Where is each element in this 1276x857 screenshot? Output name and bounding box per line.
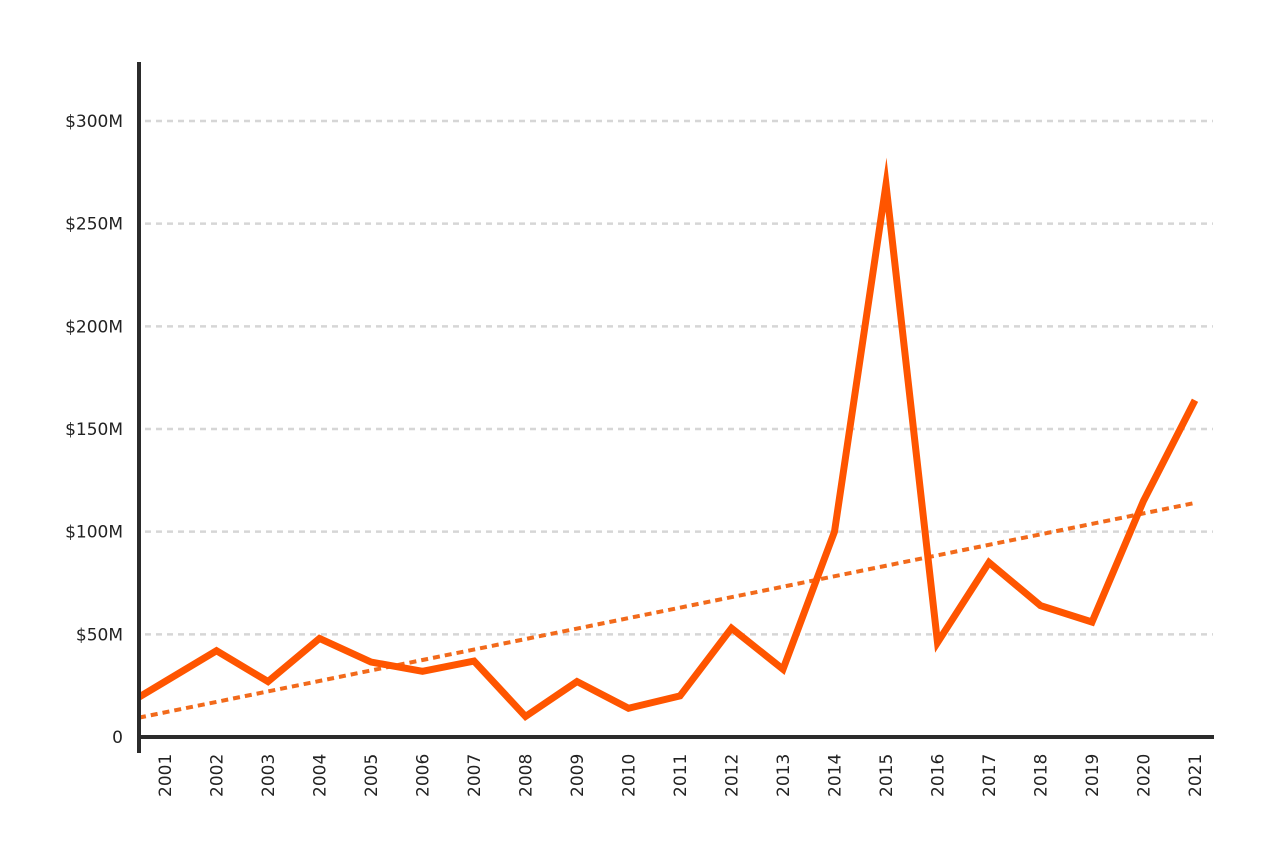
x-tick-label: 2019: [1083, 754, 1103, 797]
x-tick-label: 2001: [156, 754, 176, 797]
series-line: [137, 157, 1199, 722]
x-tick-label: 2015: [877, 754, 897, 797]
y-tick-label: $250M: [65, 215, 123, 235]
x-tick-label: 2009: [568, 754, 588, 797]
x-tick-label: 2004: [311, 754, 331, 797]
y-tick-label: 0: [112, 728, 123, 748]
y-tick-label: $100M: [65, 523, 123, 543]
x-tick-label: 2005: [362, 754, 382, 797]
x-tick-label: 2006: [414, 754, 434, 797]
x-tick-label: 2008: [517, 754, 537, 797]
trend-line: [138, 500, 1196, 720]
x-tick-label: 2002: [208, 754, 228, 797]
y-tick-label: $300M: [65, 112, 123, 132]
x-tick-label: 2011: [671, 754, 691, 797]
x-tick-label: 2018: [1032, 754, 1052, 797]
x-tick-label: 2010: [620, 754, 640, 797]
y-tick-label: $200M: [65, 317, 123, 337]
x-tick-label: 2020: [1135, 754, 1155, 797]
x-tick-label: 2014: [826, 754, 846, 797]
x-tick-label: 2012: [723, 754, 743, 797]
y-tick-label: $150M: [65, 420, 123, 440]
x-tick-label: 2003: [259, 754, 279, 797]
y-tick-label: $50M: [76, 625, 123, 645]
x-tick-label: 2007: [465, 754, 485, 797]
x-tick-label: 2017: [980, 754, 1000, 797]
x-tick-label: 2016: [929, 754, 949, 797]
x-tick-label: 2021: [1186, 754, 1206, 797]
x-tick-label: 2013: [774, 754, 794, 797]
